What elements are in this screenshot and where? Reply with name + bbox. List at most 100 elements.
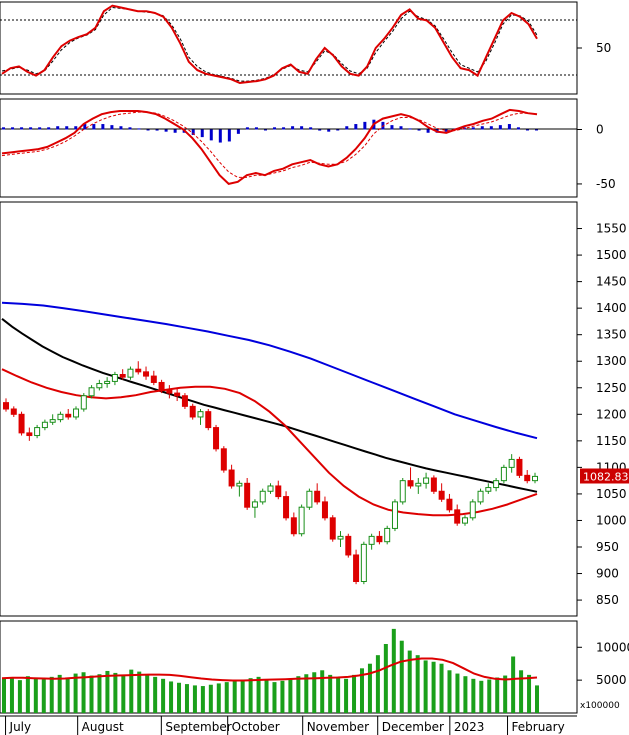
volume-bar [272, 682, 277, 713]
macd-histogram-bar [155, 129, 159, 131]
candlestick [166, 385, 173, 399]
volume-bar [145, 674, 150, 713]
macd-histogram-bar [83, 124, 87, 130]
candlestick [228, 464, 235, 489]
macd-histogram-bar [2, 127, 5, 130]
volume-bar [328, 674, 333, 713]
volume-bar [57, 674, 62, 713]
macd-histogram-bar [101, 124, 105, 130]
candlestick [337, 531, 344, 547]
moving-average-red [1, 368, 538, 517]
y-tick-label: 5000 [596, 673, 627, 687]
macd-histogram-bar [218, 129, 222, 143]
candlestick [205, 409, 212, 431]
candlestick [18, 411, 25, 436]
macd-histogram-bar [74, 126, 78, 130]
volume-bar [9, 677, 14, 713]
volume-bar [121, 674, 126, 713]
volume-bar [423, 660, 428, 713]
last-price-label: 1082.830 [583, 470, 629, 483]
volume-bar [479, 680, 484, 713]
candlestick [111, 371, 118, 386]
y-tick-label: 1200 [596, 407, 627, 421]
volume-pane: 5000 10000 x100000 [0, 620, 629, 714]
macd-histogram-bar [227, 129, 231, 142]
candlestick [73, 406, 80, 420]
macd-histogram-bar [173, 129, 177, 133]
candlestick [368, 533, 375, 550]
candlestick [469, 499, 476, 521]
macd-histogram-bar [11, 127, 15, 130]
month-label: October [232, 720, 280, 734]
candlestick [96, 379, 103, 391]
macd-histogram-bar [282, 127, 286, 130]
volume-bar [312, 672, 317, 713]
y-tick-label: 1050 [596, 487, 627, 501]
volume-bar [296, 676, 301, 713]
volume-bar [169, 681, 174, 713]
volume-bar [129, 669, 134, 713]
macd-histogram-bar [245, 127, 249, 130]
macd-histogram-bar [390, 125, 394, 130]
volume-bar [49, 676, 54, 713]
macd-histogram-bar [128, 127, 132, 130]
candlestick [181, 393, 188, 409]
candlestick [407, 467, 414, 489]
macd-histogram-bar [507, 124, 511, 130]
month-label: November [307, 720, 369, 734]
volume-bar [471, 678, 476, 713]
volume-bar [73, 673, 78, 713]
candlestick [345, 533, 352, 558]
y-tick-label: 1350 [596, 328, 627, 342]
y-tick-label: 1550 [596, 222, 627, 236]
macd-line [1, 108, 538, 185]
stoch-main-line [1, 4, 538, 85]
volume-bar [336, 676, 341, 713]
volume-bar [344, 678, 349, 713]
y-tick-label: 1150 [596, 434, 627, 448]
candlestick [321, 496, 328, 521]
volume-bar [177, 682, 182, 713]
candlestick [384, 525, 391, 545]
moving-average-black [1, 318, 538, 493]
y-tick-label: 1250 [596, 381, 627, 395]
macd-histogram-bar [345, 126, 349, 130]
y-tick-label: 1500 [596, 248, 627, 262]
macd-signal-line [1, 111, 538, 178]
volume-bar [367, 663, 372, 713]
volume-bar [399, 640, 404, 713]
macd-histogram-bar [471, 127, 475, 130]
macd-histogram-bar [417, 129, 421, 131]
volume-bar [304, 674, 309, 713]
volume-bar [33, 678, 38, 713]
macd-histogram-bar [354, 124, 358, 130]
y-tick-label: 1450 [596, 275, 627, 289]
volume-bar [200, 686, 205, 713]
candlestick [500, 464, 507, 484]
volume-bar [97, 674, 102, 713]
macd-histogram-bar [65, 126, 69, 130]
candlestick [41, 419, 48, 431]
macd-histogram-bar [146, 129, 150, 131]
candlestick [244, 478, 251, 510]
candlestick [485, 483, 492, 494]
candlestick [477, 488, 484, 505]
volume-bar [280, 680, 285, 713]
candlestick [283, 491, 290, 521]
volume-bar [495, 677, 500, 713]
macd-histogram-bar [318, 129, 322, 131]
volume-bar [447, 670, 452, 713]
volume-bar [153, 676, 158, 713]
y-tick-label: -50 [596, 177, 616, 191]
volume-bar [407, 650, 412, 713]
candlestick [34, 424, 41, 439]
volume-bar [81, 672, 86, 713]
candlestick [104, 377, 111, 388]
month-label: February [512, 720, 565, 734]
volume-bar [487, 679, 492, 713]
stoch-signal-line [1, 6, 538, 82]
volume-bar [288, 678, 293, 713]
volume-bar [352, 674, 357, 713]
candlestick [65, 409, 72, 420]
